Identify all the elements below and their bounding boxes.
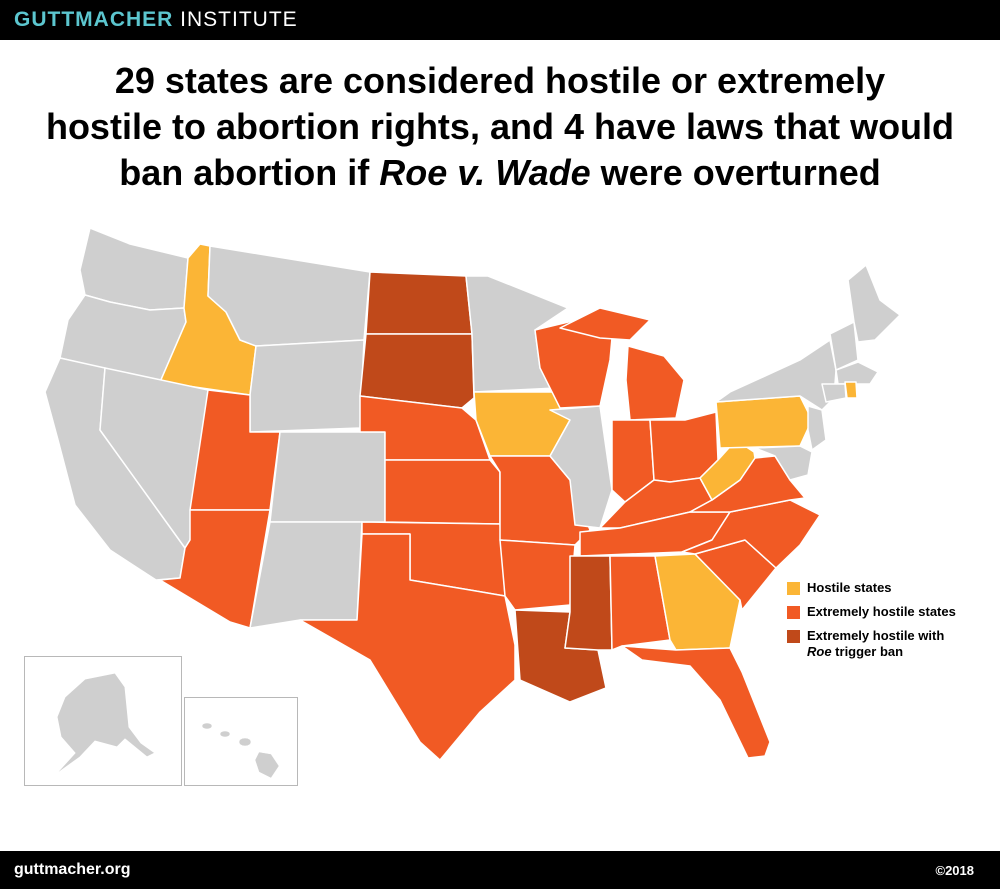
- legend-swatch-hostile: [787, 582, 800, 595]
- state-florida: [621, 645, 771, 759]
- state-wyoming: [249, 339, 365, 433]
- brand-part1: GUTTMACHER: [14, 8, 174, 31]
- state-mississippi: [564, 555, 613, 651]
- state-michigan-lower: [625, 345, 685, 421]
- headline-line2: hostile to abortion rights, and 4 have l…: [45, 106, 955, 147]
- state-south-dakota: [359, 333, 475, 409]
- headline-line1: 29 states are considered hostile or extr…: [114, 60, 886, 101]
- legend-item-hostile: Hostile states: [787, 580, 987, 596]
- legend-label-trigger-line2: Roe trigger ban: [807, 644, 987, 660]
- state-texas: [299, 533, 516, 761]
- hawaii-map: [201, 722, 280, 779]
- state-alaska: [54, 672, 156, 776]
- state-alabama: [609, 555, 671, 651]
- state-michigan-upper: [559, 307, 651, 341]
- state-arkansas: [499, 539, 576, 611]
- state-colorado: [269, 431, 386, 523]
- state-kansas: [384, 459, 501, 525]
- state-new-mexico: [249, 521, 363, 629]
- state-vermont-nh: [829, 321, 859, 371]
- footer-bar: guttmacher.org ©2018: [0, 851, 1000, 889]
- headline-roe-v-wade: Roe v. Wade: [379, 152, 591, 193]
- headline: 29 states are considered hostile or extr…: [0, 58, 1000, 196]
- state-hawaii-big-island: [254, 751, 280, 779]
- legend-label-trigger-italic: Roe: [807, 644, 832, 659]
- legend-item-trigger: Extremely hostile with Roe trigger ban: [787, 628, 987, 660]
- legend: Hostile states Extremely hostile states …: [787, 580, 987, 668]
- state-massachusetts: [835, 361, 879, 385]
- brand-part2: INSTITUTE: [180, 8, 298, 31]
- legend-label-extreme: Extremely hostile states: [807, 604, 956, 619]
- legend-label-trigger-rest: trigger ban: [831, 644, 904, 659]
- legend-swatch-extreme: [787, 606, 800, 619]
- state-north-dakota: [365, 271, 473, 335]
- state-north-carolina: [681, 499, 821, 569]
- state-hawaii-maui: [238, 737, 252, 747]
- header-bar: GUTTMACHER INSTITUTE: [0, 0, 1000, 40]
- legend-swatch-trigger: [787, 630, 800, 643]
- footer-copyright: ©2018: [935, 863, 975, 878]
- state-hawaii-oahu: [219, 730, 231, 738]
- legend-label-trigger: Extremely hostile with: [807, 628, 945, 643]
- footer-url: guttmacher.org: [14, 861, 131, 878]
- state-delaware-maryland: [754, 445, 813, 481]
- legend-item-extreme: Extremely hostile states: [787, 604, 987, 620]
- headline-line3-prefix: ban abortion if: [119, 152, 380, 193]
- hawaii-inset: [184, 697, 298, 786]
- alaska-inset: [24, 656, 182, 786]
- state-maine: [847, 264, 901, 343]
- state-rhode-island: [844, 381, 858, 399]
- headline-line3: ban abortion if Roe v. Wade were overtur…: [0, 150, 1000, 196]
- state-connecticut: [821, 383, 847, 403]
- legend-label-hostile: Hostile states: [807, 580, 892, 595]
- state-arizona: [159, 509, 271, 629]
- us-map: [44, 227, 901, 761]
- state-new-jersey: [807, 405, 827, 451]
- state-pennsylvania: [715, 395, 813, 449]
- headline-line3-suffix: were overturned: [590, 152, 881, 193]
- alaska-map: [54, 672, 156, 776]
- brand-logo: GUTTMACHER INSTITUTE: [14, 8, 298, 32]
- state-west-virginia: [699, 439, 756, 501]
- state-hawaii-kauai: [201, 722, 213, 730]
- state-illinois: [549, 405, 613, 529]
